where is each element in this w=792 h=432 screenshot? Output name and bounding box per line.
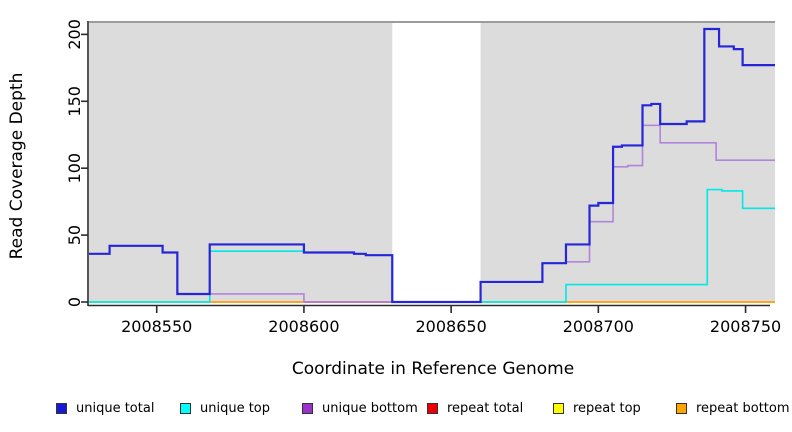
y-tick-label: 150 (65, 86, 84, 117)
x-tick-label: 2008750 (710, 317, 781, 336)
masked-region (392, 21, 481, 302)
x-tick-label: 2008550 (121, 317, 192, 336)
x-tick-label: 2008600 (268, 317, 339, 336)
y-axis-title: Read Coverage Depth (7, 72, 27, 260)
series-unique-total (89, 27, 775, 304)
y-tick-label: 0 (65, 297, 84, 307)
y-tick-label: 200 (65, 19, 84, 50)
x-tick-label: 2008700 (563, 317, 634, 336)
y-tick-label: 50 (65, 225, 84, 245)
y-tick-label: 100 (65, 153, 84, 184)
x-axis-title: Coordinate in Reference Genome (291, 359, 575, 379)
x-tick-label: 2008650 (416, 317, 487, 336)
